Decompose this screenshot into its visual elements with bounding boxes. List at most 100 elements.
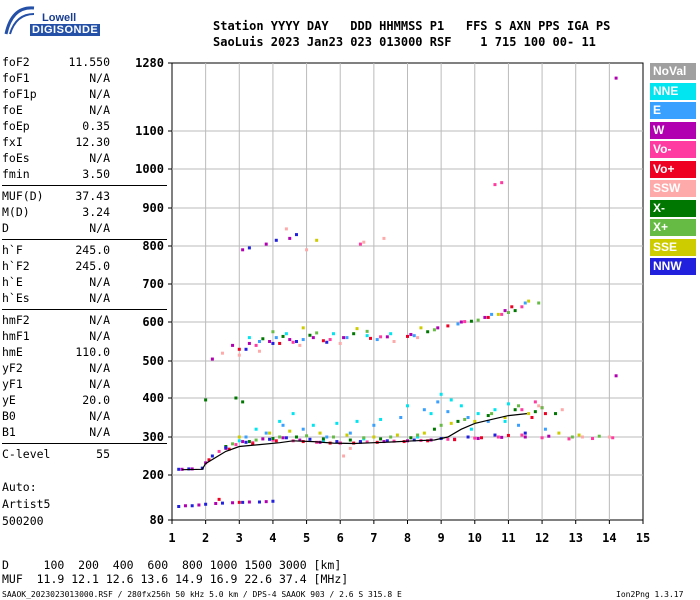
param-label: h`F [2,243,23,257]
chart-axes: 1 2 3 4 5 6 7 8 9 10 11 12 13 14 158020030040050060070… [135,56,650,545]
x-tick-label: 8 [404,531,411,545]
echo-point [210,357,214,361]
legend-item-sse: SSE [650,238,696,256]
param-value: 245.0 [75,243,110,257]
echo-point [416,433,420,437]
param-value: N/A [89,409,110,423]
echo-point [577,433,581,437]
x-tick-label: 6 [337,531,344,545]
echo-point [429,412,433,416]
x-tick-label: 11 [501,531,515,545]
param-row-he: h`E N/A [2,275,110,291]
echo-point [510,305,514,309]
echo-point [237,500,241,504]
echo-point [224,446,228,450]
echo-point [271,341,275,345]
echo-point [473,436,477,440]
x-tick-label: 2 [202,531,209,545]
echo-point [523,435,527,439]
echo-point [207,458,211,462]
param-label: M(D) [2,205,30,219]
echo-point [419,326,423,330]
param-value: 12.30 [75,135,110,149]
param-value: 20.0 [82,393,110,407]
echo-point [496,435,500,439]
echo-point [217,449,221,453]
echo-point [231,501,235,505]
param-row-fof1p: foF1p N/A [2,87,110,103]
echo-point [513,309,517,313]
echo-point [278,419,282,423]
echo-point [268,431,272,435]
echo-point [456,419,460,423]
echo-point [227,447,231,451]
param-value: N/A [89,377,110,391]
echo-point [288,429,292,433]
echo-point [409,436,413,440]
echo-point [318,431,322,435]
param-label: foF1 [2,71,30,85]
param-value: N/A [89,329,110,343]
param-label: h`E [2,275,23,289]
echo-point [254,438,258,442]
echo-point [305,248,309,252]
echo-point [406,334,409,338]
echo-point [540,436,544,440]
y-tick-label: 900 [142,201,164,215]
legend-item-noval: NoVal [650,63,696,80]
echo-point [338,341,342,345]
echo-point [456,322,460,326]
echo-point [358,242,362,246]
echo-point [523,301,527,305]
echo-point [379,437,383,441]
echo-point [301,326,305,330]
echo-point [268,340,272,343]
logo-emblem-icon [4,6,35,35]
echo-point [210,454,214,458]
param-row-hmf1: hmF1 N/A [2,329,110,345]
muf-row: MUF 11.9 12.1 12.6 13.6 14.9 16.9 22.6 3… [2,572,349,586]
echo-point [305,434,309,438]
echo-point [412,438,416,442]
param-label: yF1 [2,377,23,391]
x-tick-label: 3 [236,531,243,545]
echo-point [409,332,413,336]
param-value: 245.0 [75,259,110,273]
echo-point [177,505,181,508]
x-tick-label: 4 [269,531,276,545]
echo-point [247,500,251,504]
echo-point [506,402,510,406]
echo-point [291,412,295,416]
echo-point [476,318,480,322]
echo-point [328,338,332,342]
param-label: foF2 [2,55,30,69]
echo-point [486,419,490,423]
echo-point [257,500,261,504]
echo-point [560,408,564,412]
param-row-foe: foE N/A [2,103,110,119]
param-row-ye: yE 20.0 [2,393,110,409]
echo-point [395,433,399,437]
echo-point [614,374,618,378]
x-tick-label: 5 [303,531,310,545]
echo-point [268,437,272,441]
param-label: yF2 [2,361,23,375]
echo-point [294,340,298,343]
echo-point [473,419,477,423]
echo-point [241,440,245,444]
echo-point [449,421,453,425]
echo-point [335,440,339,444]
echo-point [183,504,187,508]
x-tick-label: 13 [568,531,582,545]
header-values: SaoLuis 2023 Jan23 023 013000 RSF 1 715 … [213,35,596,49]
param-value: N/A [89,221,110,235]
echo-point [261,437,265,441]
echo-point [234,443,238,447]
param-row-hf2: h`F2 245.0 [2,259,110,275]
param-label: foF1p [2,87,37,101]
param-label: h`Es [2,291,30,305]
echo-point [247,246,251,250]
header-labels: Station YYYY DAY DDD HHMMSS P1 FFS S AXN… [213,19,611,33]
echo-point [204,502,208,506]
